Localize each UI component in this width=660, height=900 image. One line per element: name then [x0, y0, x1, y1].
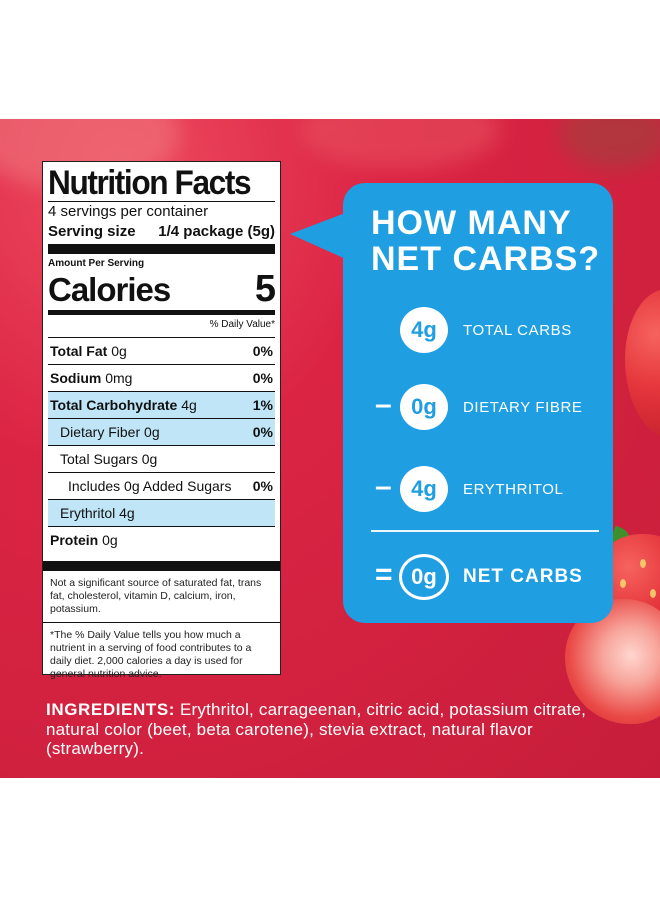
nutrient-name: Total Fat	[50, 343, 108, 359]
item-label: ERYTHRITOL	[463, 481, 564, 498]
operator: –	[375, 470, 392, 503]
nutrient-row-protein: Protein 0g	[48, 526, 275, 553]
amount-per-serving: Amount Per Serving	[48, 258, 145, 269]
nutrient-row-total-sugars: Total Sugars 0g	[48, 445, 275, 472]
ingredients-list: Erythritol, carrageenan, citric acid, po…	[46, 700, 587, 758]
nutrient-name: Total Carbohydrate	[50, 397, 178, 413]
nutrient-amount: 4g	[181, 397, 197, 413]
speech-bubble-tail	[290, 212, 348, 260]
operator: =	[375, 558, 393, 591]
equation-divider	[371, 530, 599, 532]
nutrition-facts-title: Nutrition Facts	[48, 164, 252, 202]
nutrient-name: Protein	[50, 532, 99, 548]
nutrient-dv: 0%	[252, 343, 273, 359]
serving-size-label: Serving size	[48, 223, 136, 240]
serving-size-row: Serving size 1/4 package (5g)	[48, 222, 275, 242]
question-line-2: NET CARBS?	[371, 240, 601, 278]
nutrient-row-dietary-fiber: Dietary Fiber 0g 0%	[48, 418, 275, 445]
nutrient-dv: 0%	[252, 424, 273, 440]
nutrient-amount: 0g	[144, 424, 160, 440]
calories-value: 5	[254, 268, 276, 310]
thick-divider	[43, 561, 280, 571]
calories-row: Calories 5	[48, 268, 276, 310]
value-circle: 0g	[400, 384, 448, 430]
nutrition-note-daily-value: *The % Daily Value tells you how much a …	[50, 629, 252, 680]
value-circle: 4g	[400, 307, 448, 353]
nutrient-name: Dietary Fiber	[60, 424, 141, 440]
nutrient-name: Erythritol	[60, 505, 116, 521]
nutrient-row-total-fat: Total Fat 0g 0%	[48, 337, 275, 364]
divider	[43, 622, 280, 623]
question-line-1: HOW MANY	[371, 204, 572, 242]
nutrient-dv: 0%	[252, 370, 273, 386]
strawberry-seed	[620, 579, 626, 588]
nutrient-amount: 0mg	[105, 370, 133, 386]
item-label: TOTAL CARBS	[463, 322, 572, 339]
nutrient-row-total-carbohydrate: Total Carbohydrate 4g 1%	[48, 391, 275, 418]
value-circle: 0g	[399, 554, 449, 600]
serving-size-value: 1/4 package (5g)	[158, 223, 275, 240]
nutrition-facts-label: Nutrition Facts 4 servings per container…	[42, 161, 281, 680]
nutrient-amount: 0g	[102, 532, 118, 548]
nutrient-row-erythritol: Erythritol 4g	[48, 499, 275, 526]
nutrition-note-significant-source: Not a significant source of saturated fa…	[50, 577, 262, 615]
nutrient-amount: 4g	[119, 505, 135, 521]
medium-divider	[48, 310, 275, 315]
ingredients-heading: INGREDIENTS:	[46, 700, 176, 719]
daily-value-header: % Daily Value*	[209, 319, 275, 330]
item-label: DIETARY FIBRE	[463, 399, 583, 416]
operator: –	[375, 388, 392, 421]
ingredients-text: INGREDIENTS: Erythritol, carrageenan, ci…	[46, 700, 626, 759]
blurred-strawberry-top-center	[300, 119, 500, 169]
nutrient-name: Includes	[68, 478, 121, 494]
nutrient-dv: 0%	[252, 478, 273, 494]
nutrient-dv: 1%	[252, 397, 273, 413]
nutrient-amount: 0g Added Sugars	[124, 478, 232, 494]
divider	[48, 201, 275, 202]
calories-label: Calories	[48, 271, 171, 308]
nutrient-row-added-sugars: Includes 0g Added Sugars 0%	[48, 472, 275, 499]
blurred-leaf-top-right	[560, 119, 660, 169]
thick-divider	[48, 244, 275, 254]
net-carbs-question: HOW MANY NET CARBS?	[371, 205, 601, 277]
result-label: NET CARBS	[463, 566, 583, 587]
strawberry-right-upper	[625, 289, 660, 439]
strawberry-seed	[640, 559, 646, 568]
nutrient-name: Sodium	[50, 370, 102, 386]
nutrient-row-sodium: Sodium 0mg 0%	[48, 364, 275, 391]
strawberry-seed	[650, 589, 656, 598]
servings-per-container: 4 servings per container	[48, 203, 209, 220]
nutrient-name: Total Sugars	[60, 451, 138, 467]
nutrient-amount: 0g	[141, 451, 158, 467]
value-circle: 4g	[400, 466, 448, 512]
net-carbs-speech-bubble: HOW MANY NET CARBS? 4g TOTAL CARBS – 0g …	[343, 183, 613, 623]
nutrient-amount: 0g	[111, 343, 127, 359]
